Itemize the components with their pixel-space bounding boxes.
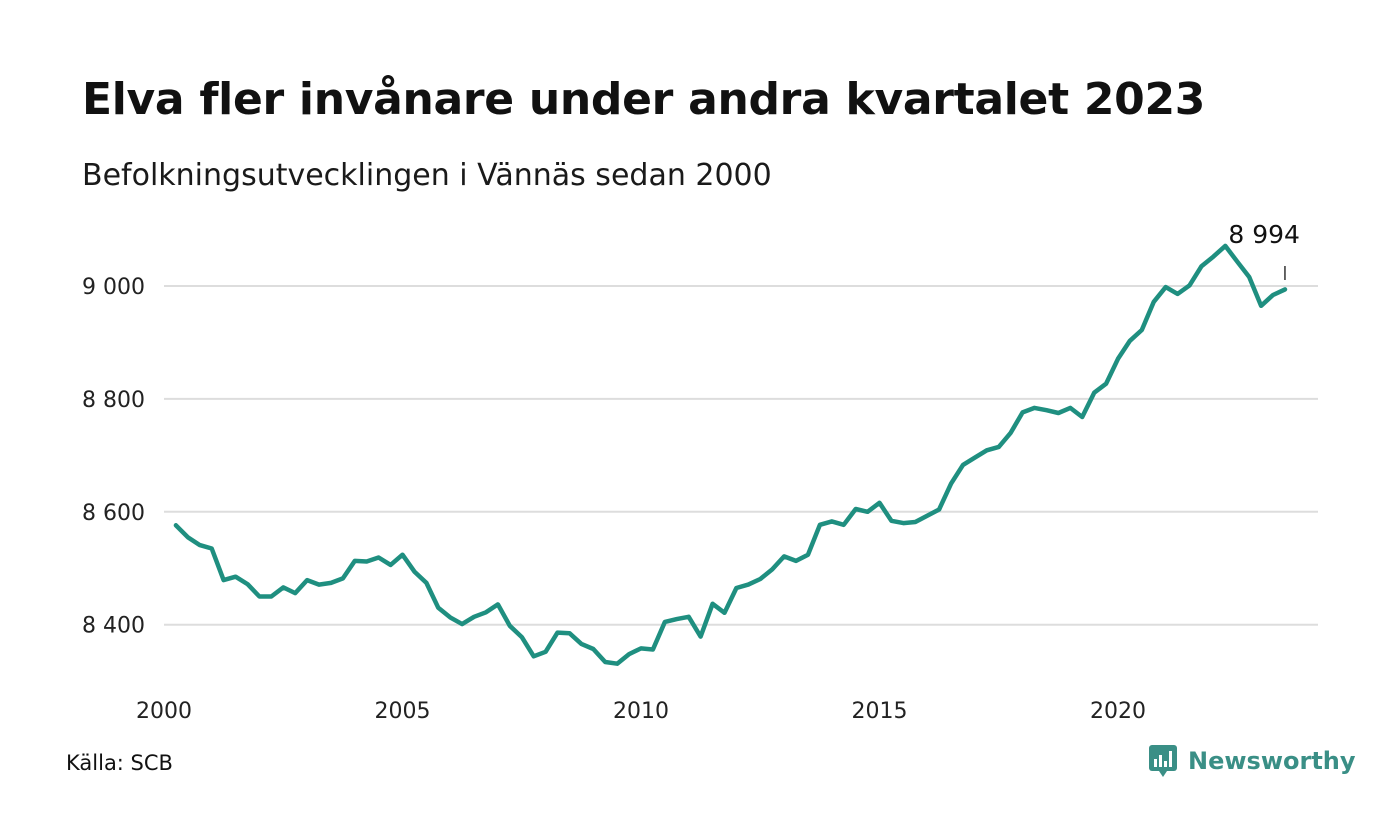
x-tick-label: 2010	[613, 699, 669, 724]
x-tick-label: 2015	[852, 699, 908, 724]
chart-title: Elva fler invånare under andra kvartalet…	[82, 74, 1206, 125]
series-layer	[173, 243, 1288, 666]
x-tick-label: 2005	[375, 699, 431, 724]
source-note: Källa: SCB	[66, 751, 173, 775]
y-tick-label: 8 800	[82, 388, 145, 413]
y-axis-ticks: 8 400 8 600 8 800 9 000	[82, 275, 145, 639]
x-tick-label: 2000	[136, 699, 192, 724]
x-axis-ticks: 2000 2005 2010 2015 2020	[136, 699, 1146, 724]
y-tick-label: 9 000	[82, 275, 145, 300]
y-tick-label: 8 600	[82, 501, 145, 526]
brand-logo[interactable]: Newsworthy	[1148, 744, 1356, 778]
chart-subtitle: Befolkningsutvecklingen i Vännäs sedan 2…	[82, 158, 772, 193]
x-tick-label: 2020	[1090, 699, 1146, 724]
end-annotation: 8 994	[1228, 220, 1300, 280]
end-value-label: 8 994	[1228, 220, 1300, 249]
gridlines	[164, 285, 1318, 626]
newsworthy-logo-icon	[1149, 745, 1177, 777]
y-tick-label: 8 400	[82, 614, 145, 639]
brand-name: Newsworthy	[1188, 747, 1356, 775]
series-line	[173, 243, 1288, 666]
